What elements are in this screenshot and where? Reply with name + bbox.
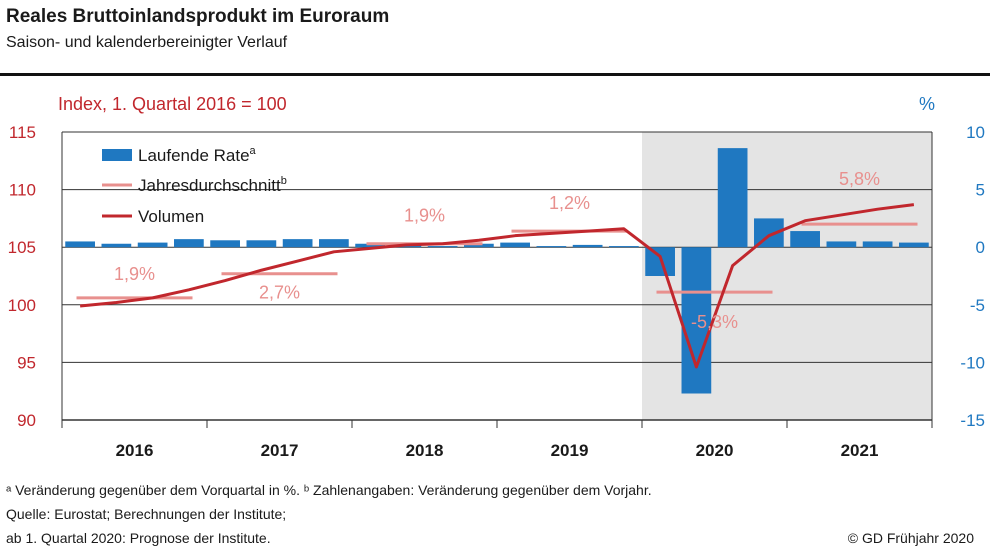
left-tick-label: 110 [9,181,36,200]
year-label-2020: 2020 [696,441,734,460]
bar-q18 [681,247,712,394]
bar-q12 [464,243,494,248]
bar-q2 [101,243,132,248]
bar-q13 [500,242,530,248]
annotation-2021: 5,8% [839,169,880,189]
right-tick-label: -5 [970,296,985,315]
bar-q14 [536,246,567,248]
right-tick-label: 5 [976,181,985,200]
bar-q3 [137,242,168,248]
bar-q5 [210,240,240,248]
right-tick-label: -15 [960,411,985,430]
left-axis-label: Index, 1. Quartal 2016 = 100 [58,94,287,114]
bar-q17 [645,247,675,276]
bar-q23 [862,241,893,248]
bar-q21 [790,231,820,248]
source-note: Quelle: Eurostat; Berechnungen der Insti… [6,506,287,522]
left-tick-label: 90 [17,411,36,430]
bar-q15 [572,244,603,248]
annotation-2019: 1,2% [549,193,590,213]
annotation-2020: -5,3% [691,312,738,332]
right-tick-label: 0 [976,238,985,257]
bar-q16 [609,246,639,248]
footnote-a: ᵃ Veränderung gegenüber dem Vorquartal i… [6,482,652,498]
year-label-2021: 2021 [841,441,879,460]
bar-q7 [282,239,313,248]
year-label-2016: 2016 [116,441,154,460]
annotation-2017: 2,7% [259,283,300,303]
bar-q22 [826,241,857,248]
left-tick-label: 100 [8,296,36,315]
bar-q6 [246,240,277,248]
left-tick-label: 115 [9,123,36,142]
forecast-note: ab 1. Quartal 2020: Prognose der Institu… [6,530,271,546]
annotation-2016: 1,9% [114,264,155,284]
title-rule [0,73,990,76]
bar-q9 [355,243,385,248]
bar-q4 [174,239,204,248]
right-tick-label: 10 [966,123,985,142]
annotation-2018: 1,9% [404,206,445,226]
legend-label-avg: Jahresdurchschnittb [138,175,287,195]
bar-q8 [319,239,349,248]
copyright-note: © GD Frühjahr 2020 [847,530,974,546]
bar-q19 [717,148,748,248]
right-axis-label: % [919,94,935,114]
year-label-2019: 2019 [551,441,589,460]
year-label-2017: 2017 [261,441,299,460]
bar-q24 [899,242,929,248]
legend-label-line: Volumen [138,207,204,226]
year-label-2018: 2018 [406,441,444,460]
chart-title: Reales Bruttoinlandsprodukt im Euroraum [6,6,390,27]
legend-label-bar: Laufende Ratea [138,145,257,165]
bar-q11 [427,246,458,248]
volume-line [79,203,915,369]
left-tick-label: 95 [17,353,36,372]
left-tick-label: 105 [8,238,36,257]
bar-q1 [65,241,95,248]
legend-swatch-bar [102,149,132,161]
gdp-chart: 90 95 100 105 110 115 -15 -10 -5 0 5 10 Index, 1. Qu… [8,94,985,460]
right-tick-label: -10 [960,353,985,372]
chart-subtitle: Saison- und kalenderbereinigter Verlauf [6,34,288,51]
